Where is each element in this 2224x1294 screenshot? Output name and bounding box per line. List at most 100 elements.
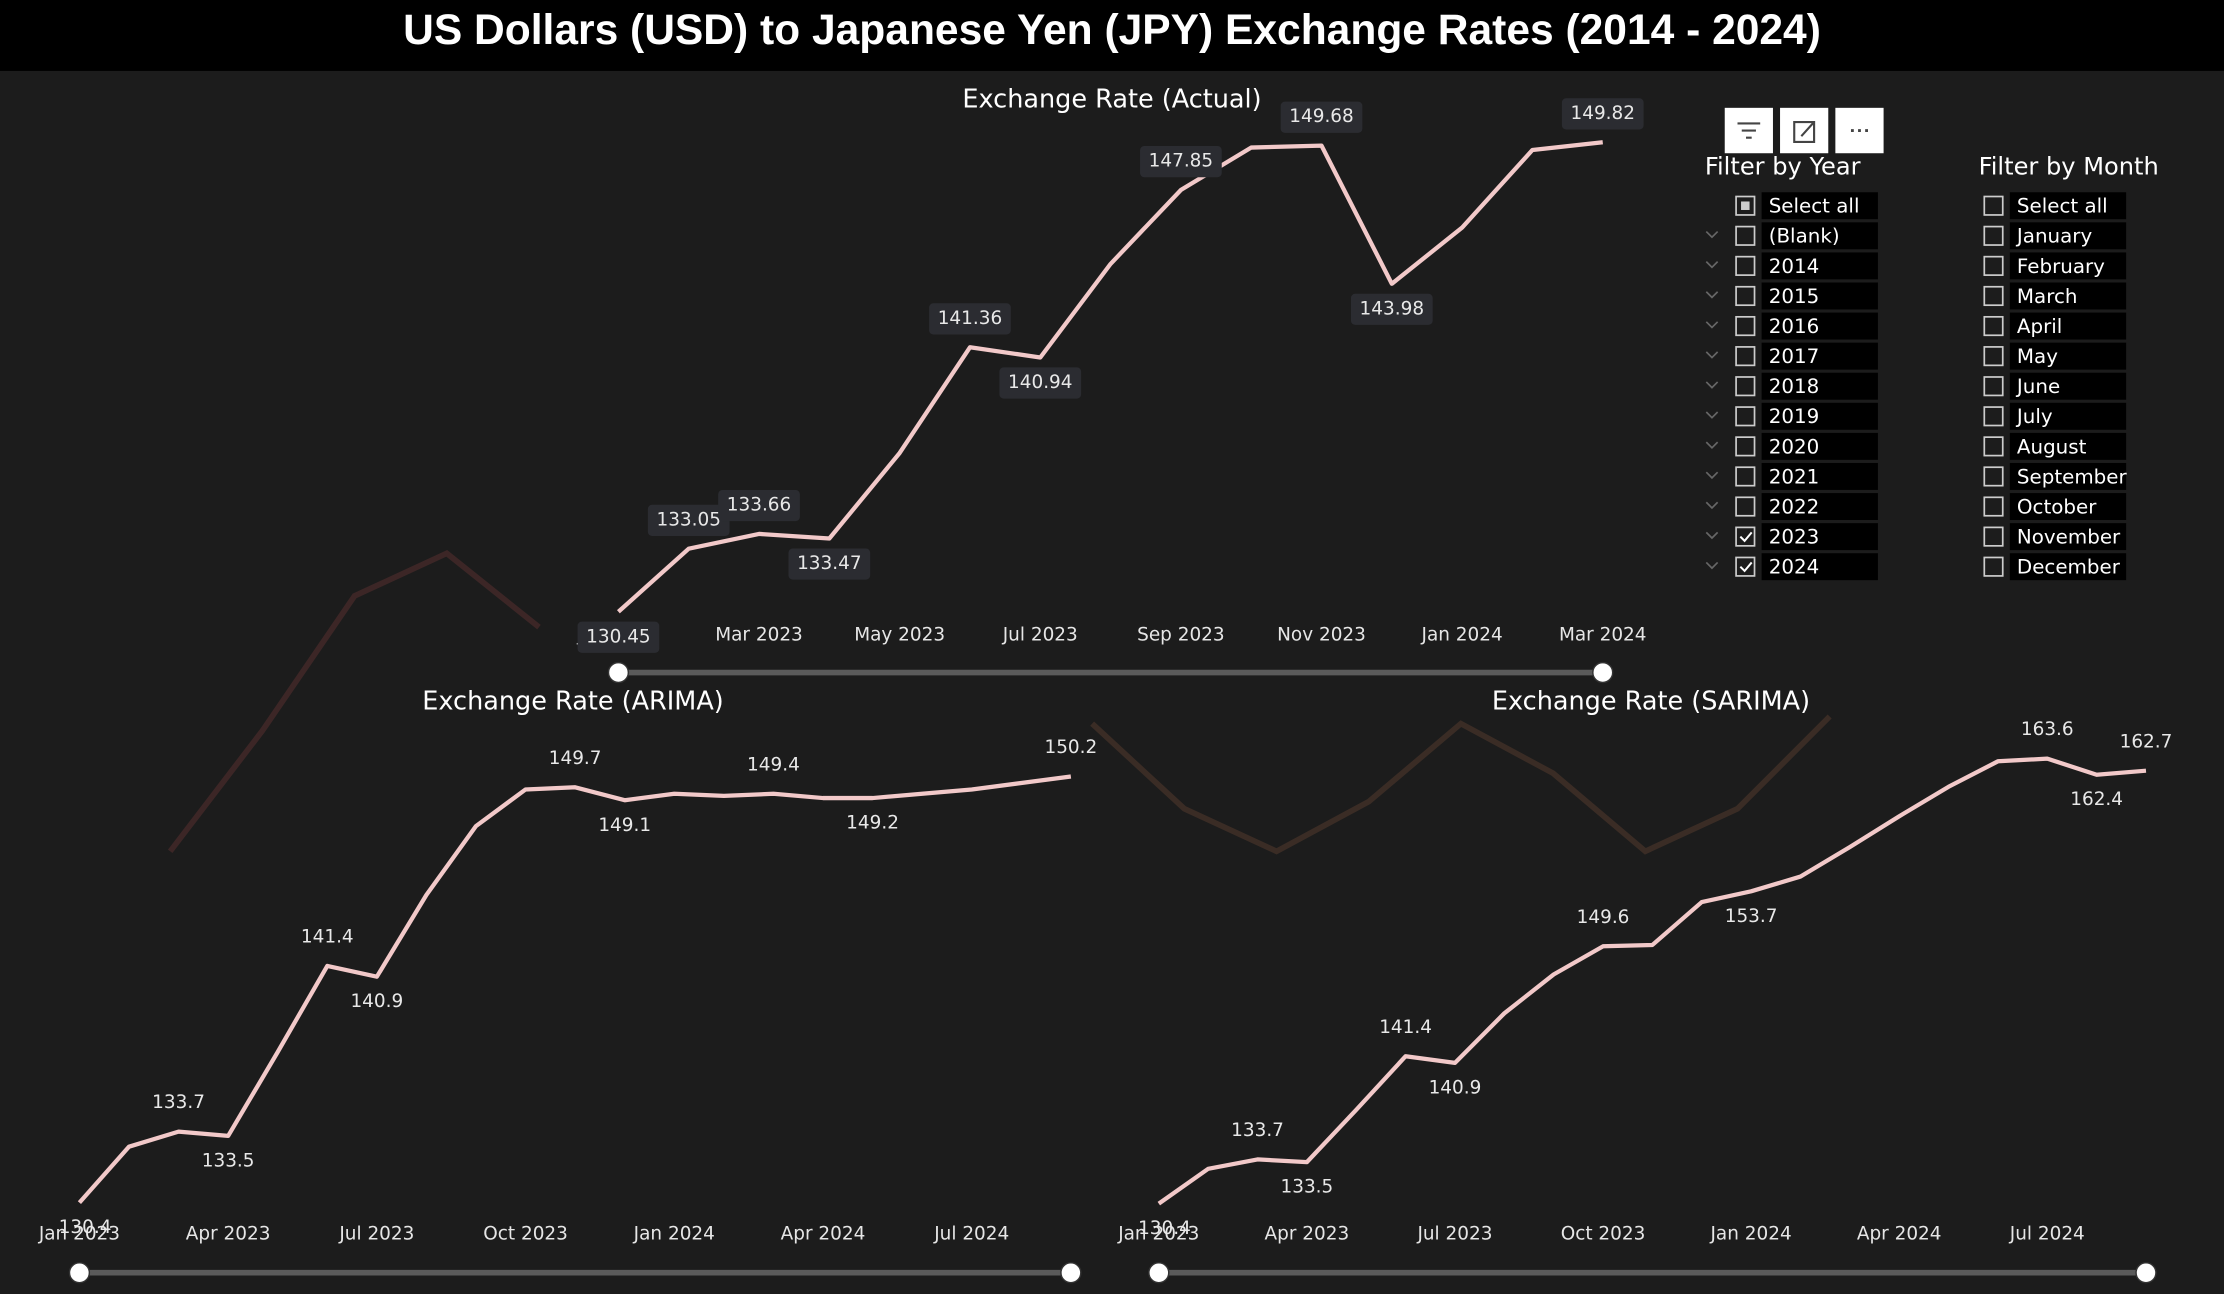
expand-chevron[interactable] xyxy=(1705,531,1719,540)
slicer-option[interactable]: September xyxy=(2017,465,2128,488)
range-slider-handle[interactable] xyxy=(1592,661,1614,684)
slicer-option[interactable]: November xyxy=(2017,526,2121,549)
checkbox[interactable] xyxy=(1983,466,2004,487)
checkbox[interactable] xyxy=(1983,285,2004,307)
checkbox[interactable] xyxy=(1735,466,1756,487)
slicer-option[interactable]: July xyxy=(2015,405,2053,428)
checkbox[interactable] xyxy=(1735,406,1756,427)
checkbox[interactable] xyxy=(1735,496,1756,517)
slicer-option[interactable]: 2019 xyxy=(1769,405,1820,428)
data-label: 141.36 xyxy=(938,308,1003,329)
range-slider-handle[interactable] xyxy=(1060,1262,1082,1284)
slicer-option[interactable]: 2022 xyxy=(1769,495,1820,518)
checkbox[interactable] xyxy=(1983,496,2004,517)
checkbox[interactable] xyxy=(1735,255,1756,276)
range-slider-handle[interactable] xyxy=(1148,1262,1170,1284)
slicer-row xyxy=(2009,192,2127,220)
range-slider-handle[interactable] xyxy=(68,1262,91,1284)
checkbox[interactable] xyxy=(1735,526,1756,547)
checkbox[interactable] xyxy=(1735,376,1756,397)
title-bar xyxy=(0,0,2224,71)
x-tick-label: Mar 2023 xyxy=(715,625,803,646)
checkbox[interactable] xyxy=(1983,406,2004,427)
x-tick-label: Jan 2024 xyxy=(1710,1223,1792,1244)
x-tick-label: Apr 2023 xyxy=(1265,1223,1350,1244)
data-label-background xyxy=(577,621,660,653)
expand-chevron[interactable] xyxy=(1705,261,1719,269)
slicer-option[interactable]: 2020 xyxy=(1769,435,1820,458)
chart-title: Exchange Rate (ARIMA) xyxy=(422,686,723,716)
slicer-option[interactable]: June xyxy=(2015,375,2060,398)
slicer-row xyxy=(1761,192,1878,220)
expand-chevron[interactable] xyxy=(1705,381,1719,389)
slicer-option[interactable]: 2021 xyxy=(1769,465,1820,488)
expand-chevron[interactable] xyxy=(1705,561,1719,570)
checkbox[interactable] xyxy=(1983,436,2004,457)
expand-chevron[interactable] xyxy=(1705,501,1719,510)
x-tick-label: Jan 2024 xyxy=(1421,625,1503,646)
slicer-row xyxy=(2009,462,2127,490)
checkbox[interactable] xyxy=(1983,315,2004,337)
slicer-option[interactable]: 2018 xyxy=(1769,375,1820,398)
slicer-option[interactable]: 2024 xyxy=(1769,556,1820,579)
slicer-option[interactable]: Select all xyxy=(2017,195,2108,218)
x-tick-label: Jul 2023 xyxy=(1416,1223,1492,1244)
checkbox[interactable] xyxy=(1983,346,2004,367)
range-slider-handle[interactable] xyxy=(2135,1262,2157,1284)
range-slider-handle[interactable] xyxy=(607,661,630,684)
slicer-option[interactable]: January xyxy=(2015,225,2093,248)
slicer-title: Filter by Year xyxy=(1705,152,1861,180)
checkbox[interactable] xyxy=(1735,436,1756,457)
slicer-row xyxy=(1761,222,1878,250)
expand-chevron[interactable] xyxy=(1705,351,1719,359)
x-tick-label: Jul 2024 xyxy=(933,1223,1009,1244)
checkbox[interactable] xyxy=(1983,225,2004,246)
slicer-option[interactable]: March xyxy=(2017,285,2078,308)
slicer-option[interactable]: 2017 xyxy=(1769,345,1820,368)
slicer-row xyxy=(2009,553,2127,581)
checkbox[interactable] xyxy=(1735,315,1756,337)
expand-chevron[interactable] xyxy=(1705,411,1719,419)
slicer-row xyxy=(2009,222,2127,250)
slicer-option[interactable]: February xyxy=(2017,255,2105,278)
checkbox[interactable] xyxy=(1983,255,2004,276)
slicer-option[interactable]: 2016 xyxy=(1769,315,1820,338)
expand-chevron[interactable] xyxy=(1705,441,1719,449)
slicer-option[interactable]: (Blank) xyxy=(1769,225,1840,248)
expand-chevron[interactable] xyxy=(1705,291,1719,299)
focus-mode-icon[interactable] xyxy=(1780,107,1829,154)
slicer-option[interactable]: December xyxy=(2017,556,2121,579)
slicer-option[interactable]: 2015 xyxy=(1769,285,1820,308)
x-tick-label: Jan 2023 xyxy=(38,1223,120,1244)
slicer-option[interactable]: May xyxy=(2017,345,2058,368)
slicer-option[interactable]: 2014 xyxy=(1769,255,1820,278)
data-label: 149.68 xyxy=(1289,106,1354,127)
page-title: US Dollars (USD) to Japanese Yen (JPY) E… xyxy=(403,6,1821,54)
data-label: 140.94 xyxy=(1008,372,1073,393)
checkbox[interactable] xyxy=(1735,285,1756,307)
slicer-option[interactable]: Select all xyxy=(1769,195,1860,218)
slicer-option[interactable]: April xyxy=(2017,315,2062,338)
checkbox[interactable] xyxy=(1983,526,2004,547)
checkbox[interactable] xyxy=(1983,376,2004,397)
expand-chevron[interactable] xyxy=(1705,321,1719,329)
checkbox[interactable] xyxy=(1735,346,1756,367)
expand-chevron[interactable] xyxy=(1705,230,1719,239)
data-label-background xyxy=(718,489,800,522)
data-label: 130.45 xyxy=(586,626,651,647)
slicer-option[interactable]: 2023 xyxy=(1769,526,1820,549)
checkbox-check xyxy=(1739,531,1753,543)
checkbox[interactable] xyxy=(1735,195,1756,216)
checkbox-partial xyxy=(1741,201,1750,210)
checkbox[interactable] xyxy=(1983,556,2004,577)
slicer-option[interactable]: August xyxy=(2017,435,2087,458)
slicer-row xyxy=(1761,523,1878,551)
slicer-option[interactable]: October xyxy=(2017,495,2097,518)
checkbox[interactable] xyxy=(1983,195,2004,216)
data-label: 163.6 xyxy=(2021,719,2074,740)
expand-chevron[interactable] xyxy=(1705,471,1719,480)
data-label: 130.4 xyxy=(1138,1218,1191,1239)
checkbox[interactable] xyxy=(1735,225,1756,246)
checkbox[interactable] xyxy=(1735,556,1756,577)
x-tick-label: Jan 2024 xyxy=(633,1223,715,1244)
